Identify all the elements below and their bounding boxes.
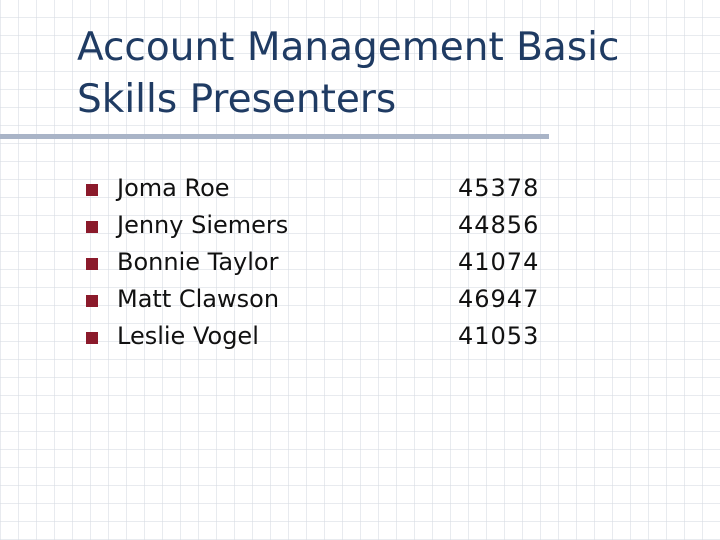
presenter-name: Leslie Vogel (117, 322, 259, 350)
presenter-item: Bonnie Taylor 41074 (86, 244, 566, 281)
presenter-number: 44856 (458, 211, 540, 239)
presenter-item: Matt Clawson 46947 (86, 281, 566, 318)
presenter-list: Joma Roe 45378 Jenny Siemers 44856 Bonni… (86, 170, 566, 355)
square-bullet-icon (86, 295, 98, 307)
slide-title-line-1: Account Management Basic (77, 25, 620, 70)
slide-title: Account Management Basic Skills Presente… (77, 22, 697, 126)
presenter-name: Jenny Siemers (117, 211, 289, 239)
presenter-number: 41053 (458, 322, 540, 350)
presenter-number: 41074 (458, 248, 540, 276)
presenter-item: Jenny Siemers 44856 (86, 207, 566, 244)
slide-title-line-2: Skills Presenters (77, 77, 397, 122)
presenter-name: Bonnie Taylor (117, 248, 279, 276)
presenter-number: 45378 (458, 174, 540, 202)
square-bullet-icon (86, 258, 98, 270)
presenter-name: Joma Roe (117, 174, 230, 202)
presenter-item: Joma Roe 45378 (86, 170, 566, 207)
square-bullet-icon (86, 184, 98, 196)
square-bullet-icon (86, 332, 98, 344)
presenter-name: Matt Clawson (117, 285, 280, 313)
presenter-item: Leslie Vogel 41053 (86, 318, 566, 355)
title-divider (0, 134, 549, 139)
presenter-number: 46947 (458, 285, 540, 313)
square-bullet-icon (86, 221, 98, 233)
